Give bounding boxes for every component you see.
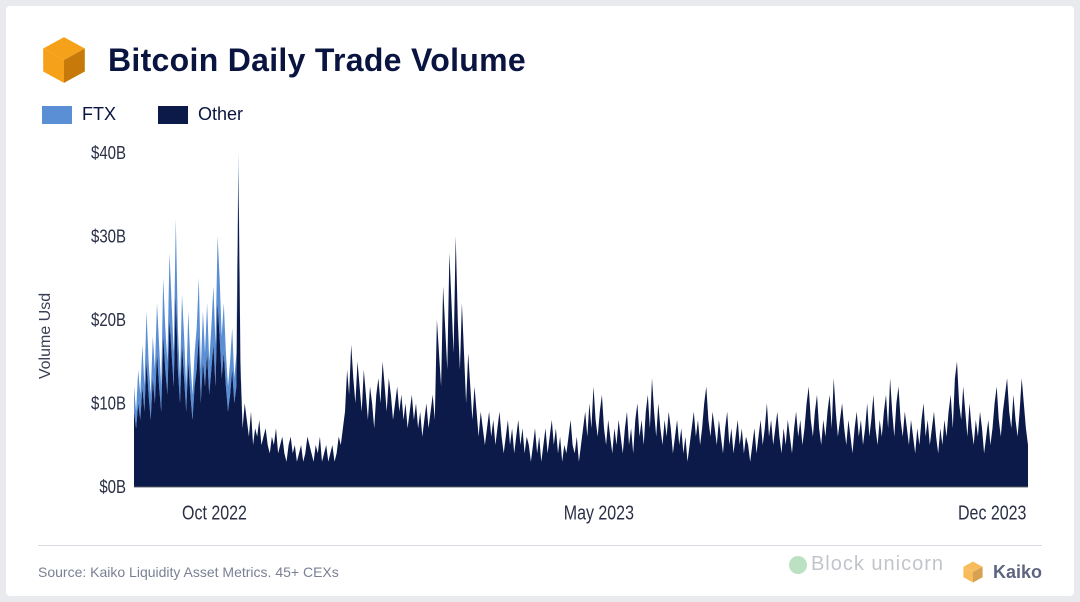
legend-swatch <box>42 106 72 124</box>
legend-label: Other <box>198 104 243 125</box>
brand: Kaiko <box>961 560 1042 584</box>
legend-swatch <box>158 106 188 124</box>
legend-item-ftx: FTX <box>42 104 116 125</box>
legend-label: FTX <box>82 104 116 125</box>
svg-text:Dec 2023: Dec 2023 <box>958 502 1026 524</box>
svg-text:$30B: $30B <box>91 226 126 247</box>
chart-svg: $0B $10B $20B $30B $40B Oct 2022 May 2023 Dec 2… <box>74 135 1034 537</box>
svg-text:May 2023: May 2023 <box>564 502 634 524</box>
footer: Source: Kaiko Liquidity Asset Metrics. 4… <box>38 545 1042 584</box>
svg-text:$10B: $10B <box>91 393 126 414</box>
legend-item-other: Other <box>158 104 243 125</box>
svg-text:Oct 2022: Oct 2022 <box>182 502 247 524</box>
svg-text:$0B: $0B <box>99 476 126 497</box>
brand-label: Kaiko <box>993 562 1042 583</box>
chart-card: Bitcoin Daily Trade Volume FTX Other Vol… <box>6 6 1074 596</box>
svg-text:$40B: $40B <box>91 142 126 163</box>
kaiko-logo-icon <box>38 34 90 86</box>
y-axis-label: Volume Usd <box>37 293 55 379</box>
svg-text:$20B: $20B <box>91 309 126 330</box>
legend: FTX Other <box>42 104 1042 125</box>
kaiko-logo-small-icon <box>961 560 985 584</box>
chart-title: Bitcoin Daily Trade Volume <box>108 42 526 79</box>
header: Bitcoin Daily Trade Volume <box>38 34 1042 86</box>
chart-area: Volume Usd $0B$10B$20B$30B$40BOct 2022Ma… <box>74 135 1034 537</box>
source-text: Source: Kaiko Liquidity Asset Metrics. 4… <box>38 564 339 580</box>
